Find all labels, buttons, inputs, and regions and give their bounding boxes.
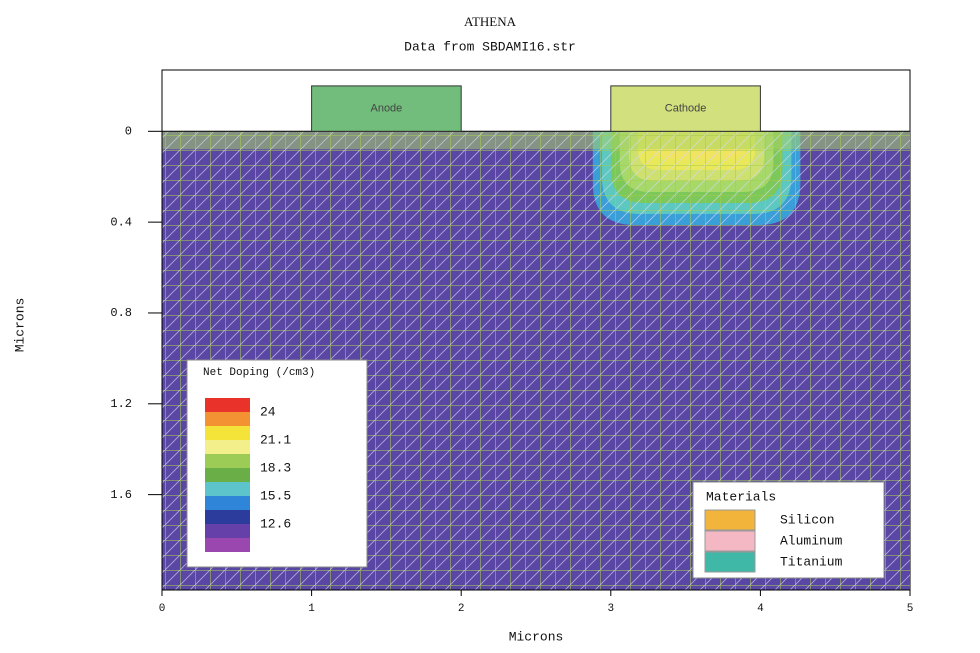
electrode-label: Cathode (665, 103, 707, 115)
materials-name: Aluminum (780, 533, 843, 548)
materials-swatch (705, 552, 755, 572)
materials-name: Silicon (780, 512, 835, 527)
chart-subtitle: Data from SBDAMI16.str (404, 39, 576, 54)
x-tick-label: 3 (607, 603, 614, 615)
chart-title: ATHENA (464, 14, 517, 29)
legend-level: 15.5 (260, 488, 291, 503)
materials-title: Materials (706, 489, 776, 504)
x-tick-label: 2 (458, 603, 465, 615)
x-tick-label: 4 (757, 603, 764, 615)
legend-swatch (205, 482, 250, 496)
legend-swatch (205, 426, 250, 440)
y-tick-label: 1.6 (110, 488, 132, 502)
legend-level: 18.3 (260, 460, 291, 475)
legend-level: 24 (260, 404, 276, 419)
legend-swatch (205, 412, 250, 426)
chart: ATHENA Data from SBDAMI16.str Microns Mi… (0, 0, 980, 648)
legend-swatch (205, 538, 250, 552)
legend-swatch (205, 496, 250, 510)
electrode-label: Anode (370, 103, 402, 115)
legend-swatch (205, 440, 250, 454)
x-tick-label: 5 (907, 603, 914, 615)
y-tick-label: 0.4 (110, 215, 132, 229)
legend-level: 12.6 (260, 516, 291, 531)
x-tick-label: 1 (308, 603, 315, 615)
legend-title: Net Doping (/cm3) (203, 367, 315, 379)
y-axis-label: Microns (12, 298, 27, 353)
legend-swatch (205, 524, 250, 538)
legend-swatch (205, 398, 250, 412)
materials-swatch (705, 510, 755, 530)
x-tick-label: 0 (159, 603, 166, 615)
legend-swatch (205, 510, 250, 524)
materials-swatch (705, 531, 755, 551)
y-tick-label: 0.8 (110, 306, 132, 320)
y-tick-label: 0 (125, 124, 132, 138)
legend-swatch (205, 454, 250, 468)
materials-name: Titanium (780, 554, 843, 569)
x-axis-label: Microns (509, 629, 564, 644)
legend-swatch (205, 468, 250, 482)
y-tick-label: 1.2 (110, 397, 132, 411)
legend-level: 21.1 (260, 432, 291, 447)
